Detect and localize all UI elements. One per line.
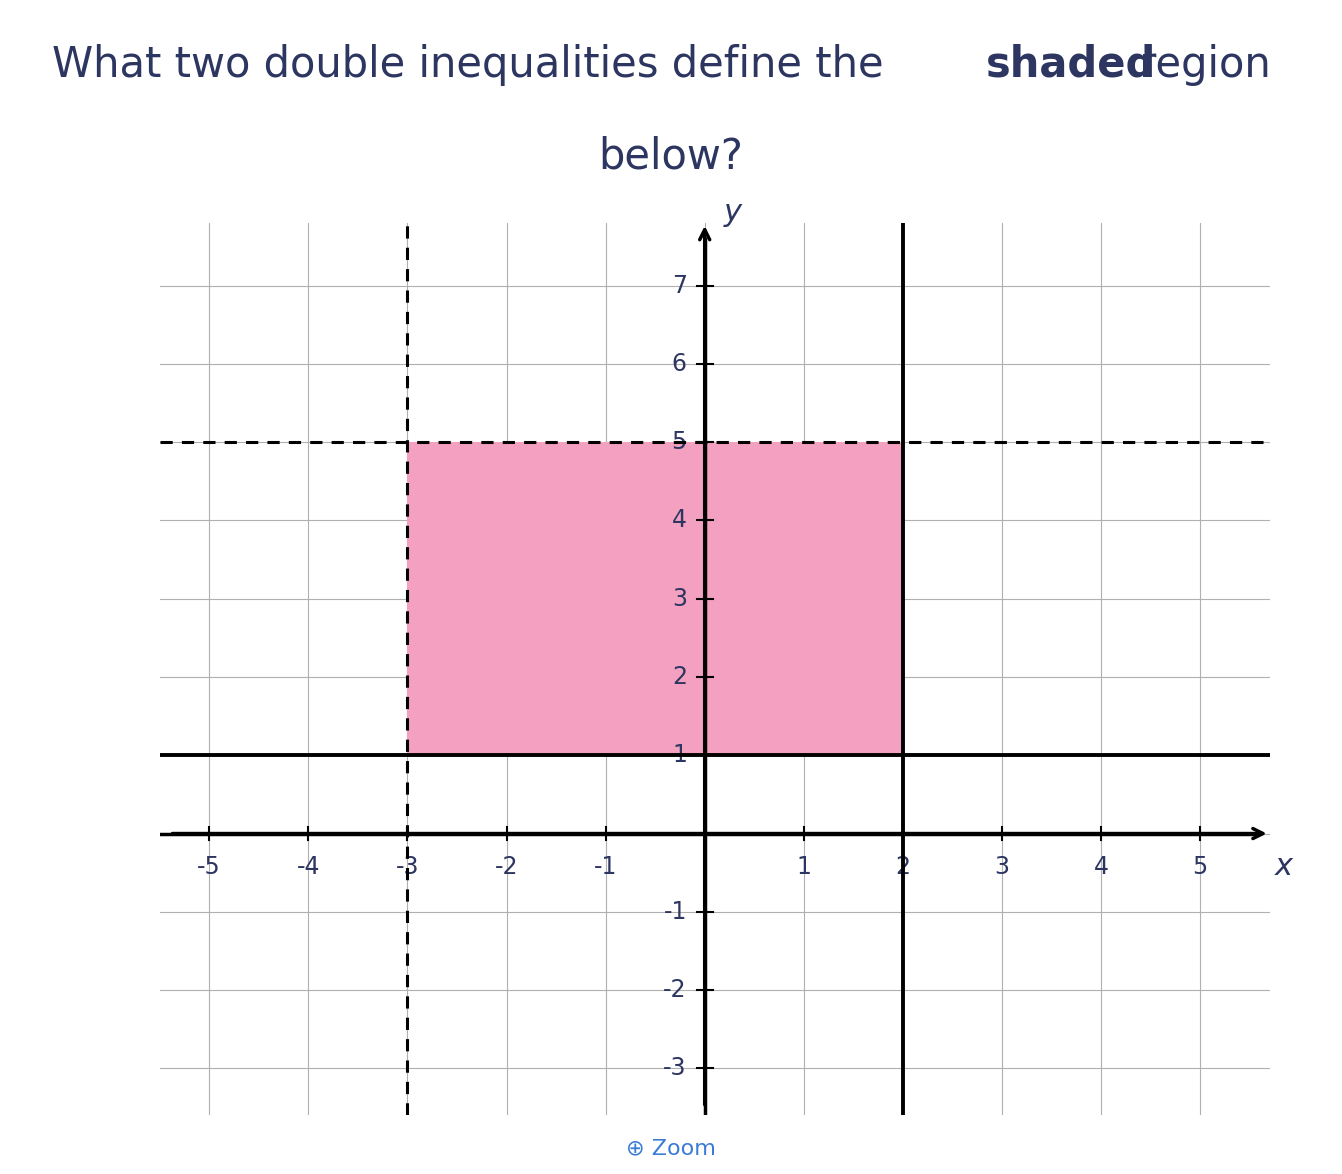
Text: 5: 5	[1193, 856, 1208, 879]
Text: 2: 2	[672, 664, 687, 689]
Text: below?: below?	[599, 135, 743, 177]
Text: 4: 4	[1094, 856, 1108, 879]
Text: 1: 1	[796, 856, 811, 879]
Text: 6: 6	[672, 352, 687, 376]
Text: region: region	[1126, 43, 1271, 86]
Text: -1: -1	[663, 899, 687, 924]
Text: 2: 2	[895, 856, 910, 879]
Text: -3: -3	[663, 1057, 687, 1080]
Text: -5: -5	[197, 856, 221, 879]
Text: -2: -2	[663, 978, 687, 1003]
Text: -4: -4	[297, 856, 321, 879]
Text: shaded: shaded	[986, 43, 1157, 86]
Bar	[408, 443, 903, 755]
Text: -1: -1	[595, 856, 617, 879]
Text: 5: 5	[671, 430, 687, 454]
Text: 1: 1	[672, 743, 687, 768]
Text: -3: -3	[396, 856, 419, 879]
Text: y: y	[723, 198, 741, 227]
Text: -2: -2	[495, 856, 518, 879]
Text: 3: 3	[994, 856, 1009, 879]
Text: ⊕ Zoom: ⊕ Zoom	[627, 1138, 715, 1159]
Text: What two double inequalities define the: What two double inequalities define the	[52, 43, 896, 86]
Text: 7: 7	[672, 274, 687, 298]
Text: 3: 3	[672, 587, 687, 610]
Text: x: x	[1275, 852, 1292, 880]
Text: 4: 4	[672, 508, 687, 533]
